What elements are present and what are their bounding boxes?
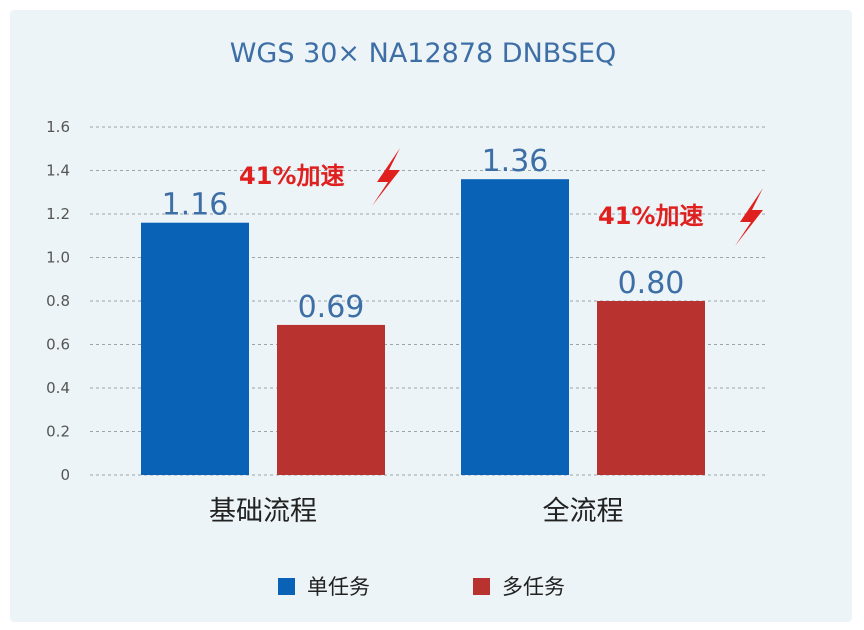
bar-value-labels: 1.16 0.69 1.36 0.80 (162, 144, 685, 325)
legend: 单任务 多任务 (278, 575, 565, 599)
annotation-1: 41%加速 (239, 148, 400, 206)
legend-swatch-single-task (278, 578, 295, 595)
y-axis-ticks: 0 0.2 0.4 0.6 0.8 1.0 1.2 1.4 1.6 (46, 118, 70, 484)
y-tick-label: 0.2 (46, 423, 70, 441)
y-tick-label: 1.6 (46, 118, 70, 136)
y-tick-label: 1.2 (46, 205, 70, 223)
y-tick-label: 1.4 (46, 162, 70, 180)
bar-multi-task (277, 324, 385, 475)
bar-value-label: 1.16 (162, 188, 229, 223)
x-category-label: 基础流程 (209, 496, 317, 527)
chart-panel: WGS 30× NA12878 DNBSEQ 0 0.2 0.4 0.6 0.8 1.0 1… (10, 10, 852, 622)
x-axis-categories: 基础流程 全流程 (209, 496, 624, 527)
y-tick-label: 0.4 (46, 379, 70, 397)
x-category-label: 全流程 (543, 496, 624, 527)
legend-label-multi-task: 多任务 (502, 575, 565, 599)
chart-title: WGS 30× NA12878 DNBSEQ (230, 38, 617, 69)
bar-value-label: 0.69 (298, 290, 365, 325)
y-tick-label: 0.8 (46, 292, 70, 310)
y-tick-label: 1.0 (46, 249, 70, 267)
y-tick-label: 0 (60, 466, 70, 484)
bar-value-label: 1.36 (482, 144, 549, 179)
lightning-bolt-icon (735, 188, 763, 246)
legend-swatch-multi-task (473, 578, 490, 595)
bars (141, 179, 705, 475)
bar-multi-task (597, 301, 705, 475)
bar-chart: WGS 30× NA12878 DNBSEQ 0 0.2 0.4 0.6 0.8 1.0 1… (46, 38, 767, 599)
legend-label-single-task: 单任务 (307, 575, 370, 599)
lightning-bolt-icon (372, 148, 400, 206)
bar-single-task (461, 179, 569, 475)
bar-single-task (141, 222, 249, 475)
y-tick-label: 0.6 (46, 336, 70, 354)
annotation-2: 41%加速 (598, 188, 763, 246)
annotation-2-text: 41%加速 (598, 202, 703, 230)
bar-value-label: 0.80 (618, 266, 685, 301)
annotation-1-text: 41%加速 (239, 162, 344, 190)
